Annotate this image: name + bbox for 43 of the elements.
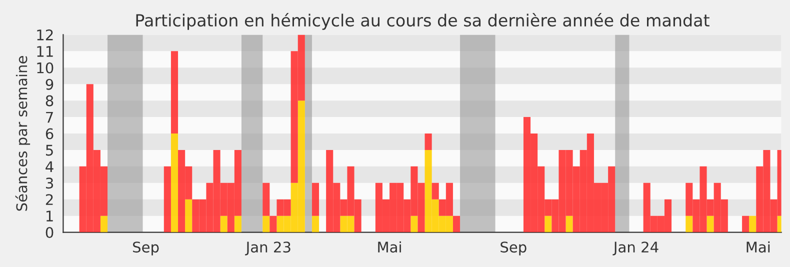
bar (410, 216, 418, 232)
bar (424, 134, 432, 150)
x-tick-label: Jan 23 (245, 242, 290, 256)
y-tick-label: 3 (46, 178, 54, 189)
bar (220, 216, 228, 232)
bar (432, 182, 439, 200)
bar (185, 199, 192, 232)
y-axis-title: Séances par semaine (15, 56, 30, 211)
bar (686, 216, 693, 232)
y-tick-label: 8 (46, 95, 54, 106)
y-tick-label: 1 (46, 210, 53, 222)
y-tick-label: 9 (46, 78, 54, 90)
y-tick-label: 6 (46, 128, 54, 140)
bar (164, 166, 171, 232)
x-tick-label: Sep (133, 242, 159, 256)
y-tick-label: 4 (46, 161, 54, 172)
bar (234, 216, 242, 232)
bar (566, 216, 573, 232)
bar (452, 216, 460, 232)
bar (262, 216, 270, 232)
y-tick-label: 7 (46, 112, 53, 123)
bar (262, 182, 270, 216)
bar (312, 216, 320, 232)
y-tick-label: 12 (37, 29, 53, 40)
bar (100, 216, 108, 232)
x-tick-label: Mai (746, 241, 770, 253)
x-tick-label: Sep (500, 242, 526, 256)
x-tick-label: Jan 24 (612, 242, 658, 256)
y-tick-label: 5 (46, 144, 53, 156)
x-tick-label: Mai (378, 241, 401, 253)
y-tick-label: 11 (37, 46, 53, 57)
bar (749, 216, 756, 232)
bar (544, 216, 552, 232)
y-tick-label: 2 (46, 194, 53, 205)
bar (742, 216, 750, 232)
y-tick-label: 10 (37, 62, 54, 74)
bar (170, 134, 178, 232)
bar (706, 216, 714, 232)
chart-title: Participation en hémicycle au cours de sa dernière année de mandat (136, 13, 710, 30)
bar (270, 216, 277, 232)
bar (170, 51, 178, 134)
bar (312, 182, 320, 216)
y-tick-label: 0 (46, 227, 54, 238)
